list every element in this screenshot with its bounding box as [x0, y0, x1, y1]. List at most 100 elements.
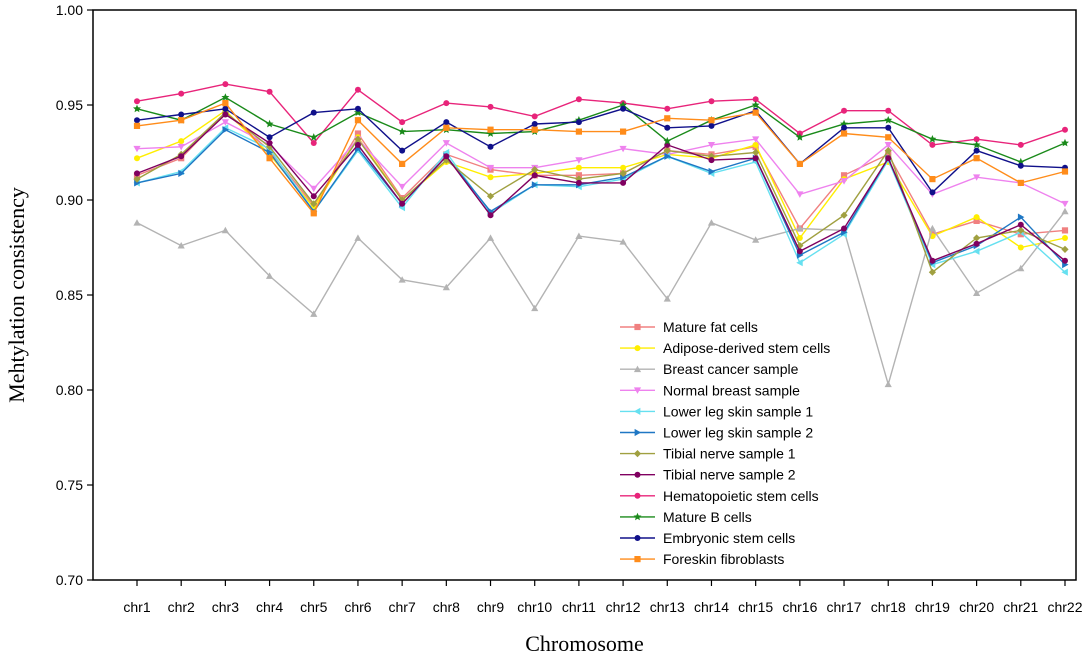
data-point [399, 160, 406, 167]
data-point [575, 232, 583, 239]
data-point [1017, 179, 1024, 186]
data-point [354, 117, 362, 124]
data-point [531, 126, 538, 133]
series-lower-leg-skin-sample-2 [134, 126, 1069, 269]
data-point [221, 226, 229, 234]
data-point [531, 113, 538, 120]
data-point [796, 160, 803, 167]
data-point [663, 136, 672, 145]
data-point [973, 214, 980, 221]
data-point [752, 136, 760, 143]
data-point [531, 181, 539, 189]
data-point [399, 200, 406, 207]
series-line [136, 113, 1066, 262]
x-tick-label: chr6 [344, 599, 371, 615]
data-point [178, 169, 185, 177]
data-point [796, 259, 803, 267]
x-tick-label: chr5 [300, 599, 327, 615]
x-tick-label: chr18 [871, 599, 906, 615]
data-point [178, 153, 185, 160]
data-point [1017, 244, 1024, 251]
y-tick-label: 0.75 [56, 477, 83, 493]
legend-swatch-marker [633, 450, 642, 458]
data-point [178, 90, 185, 97]
data-point [266, 134, 273, 141]
data-point [1061, 227, 1069, 234]
data-point [221, 119, 229, 126]
data-point [752, 148, 760, 157]
series-hematopoietic-stem-cells [134, 81, 1068, 148]
legend-entry: Embryonic stem cells [620, 530, 795, 546]
data-point [531, 172, 538, 179]
data-point [531, 304, 539, 312]
x-tick-label: chr19 [915, 599, 950, 615]
data-point [1017, 264, 1025, 272]
data-point [354, 130, 362, 137]
legend-entry: Hematopoietic stem cells [620, 488, 819, 504]
series-tibial-nerve-sample-2 [134, 111, 1068, 264]
series-line [136, 102, 1066, 215]
legend-label: Embryonic stem cells [663, 530, 795, 546]
data-point [133, 122, 141, 129]
data-point [486, 164, 495, 172]
y-tick-label: 0.90 [56, 192, 83, 208]
x-tick-label: chr11 [562, 599, 596, 615]
data-point [973, 147, 980, 154]
legend-label: Normal breast sample [663, 382, 800, 398]
legend-label: Tibial nerve sample 1 [663, 446, 796, 462]
series-layer [133, 81, 1069, 388]
x-tick-label: chr10 [517, 599, 552, 615]
series-foreskin-fibroblasts [133, 100, 1069, 217]
data-point [884, 142, 892, 149]
data-point [486, 192, 495, 200]
data-point [487, 103, 494, 110]
data-point [133, 219, 141, 226]
legend-entry: Tibial nerve sample 2 [620, 467, 796, 483]
data-point [443, 124, 450, 131]
data-point [973, 155, 980, 162]
data-point [752, 155, 759, 162]
x-tick-label: chr4 [256, 599, 283, 615]
data-point [575, 96, 582, 103]
data-point [885, 134, 892, 141]
data-point [663, 295, 671, 302]
data-point [399, 119, 406, 126]
x-tick-label: chr21 [1003, 599, 1038, 615]
series-normal-breast-sample [133, 119, 1069, 208]
data-point [487, 174, 494, 181]
data-point [265, 119, 274, 128]
legend-entry: Mature B cells [620, 509, 752, 525]
series-mature-fat-cells [133, 109, 1069, 238]
data-point [310, 140, 317, 146]
data-point [664, 124, 671, 131]
x-tick-label: chr2 [168, 599, 195, 615]
data-point [619, 238, 627, 245]
data-point [972, 140, 981, 149]
data-point [840, 130, 848, 137]
legend-swatch-marker [634, 535, 641, 541]
data-point [928, 135, 937, 143]
data-point [796, 191, 804, 198]
data-point [973, 217, 980, 224]
data-point [1017, 226, 1025, 234]
legend-entry: Lower leg skin sample 1 [620, 403, 813, 419]
legend-entry: Tibial nerve sample 1 [620, 446, 796, 462]
series-adipose-derived-stem-cells [134, 107, 1068, 251]
data-point [1017, 141, 1024, 148]
data-point [221, 93, 230, 101]
data-point [840, 119, 849, 128]
data-point [1061, 257, 1068, 264]
data-point [973, 247, 980, 255]
data-point [796, 235, 803, 241]
data-point [1061, 207, 1069, 215]
data-point [664, 152, 671, 160]
data-point [222, 105, 229, 112]
data-point [929, 141, 936, 148]
x-tick-label: chr22 [1047, 599, 1082, 615]
legend-swatch-marker [633, 365, 642, 373]
data-point [134, 98, 140, 105]
series-line [136, 126, 1066, 273]
legend-swatch-marker [633, 407, 641, 415]
series-line [136, 83, 1066, 146]
data-point [841, 225, 848, 232]
